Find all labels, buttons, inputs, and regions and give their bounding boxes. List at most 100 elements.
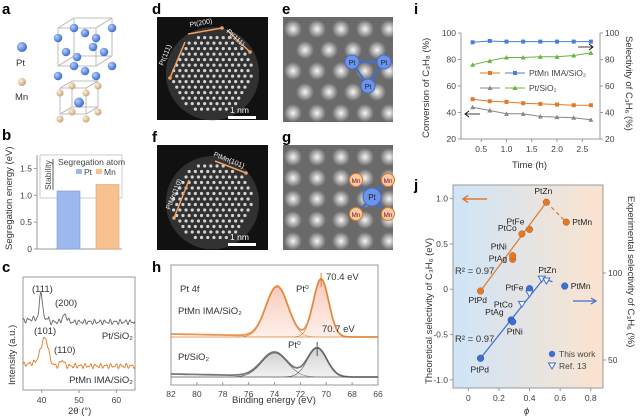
atom-column: [284, 169, 302, 187]
i-marker-square: [470, 40, 475, 45]
atom-column: [175, 85, 179, 89]
atom-column: [230, 202, 235, 207]
atom-column: [209, 230, 213, 234]
atom-column: [184, 102, 188, 106]
b-legend-swatch-pt: [76, 169, 82, 174]
j-xlabel: ϕ: [524, 406, 529, 417]
atom-column: [320, 41, 338, 59]
j-ytick-label-right: 50: [608, 355, 618, 365]
atom-column: [246, 208, 250, 212]
j-xtick-label: 0.8: [585, 393, 597, 403]
atom-column: [237, 63, 241, 67]
h-xtick-label: 80: [192, 389, 202, 399]
atom-column: [196, 58, 201, 62]
atom-column: [190, 80, 194, 84]
i-marker-square: [513, 71, 517, 75]
atom-column: [178, 208, 182, 212]
unit-cell-edge: [95, 55, 113, 67]
j-point-label: PtZn: [534, 186, 552, 196]
j-r2-label: R² = 0.97: [455, 334, 494, 345]
i-marker-triangle: [512, 85, 518, 90]
d-scale-bar-label: 1 nm: [230, 105, 249, 115]
j-r2-label: R² = 0.97: [455, 266, 494, 277]
atom-column: [203, 102, 207, 106]
j-point-label: PtPd: [469, 295, 488, 305]
atom-column: [199, 107, 204, 111]
mn-atom: [82, 115, 90, 123]
atom-column: [218, 169, 222, 174]
atom-column: [187, 52, 191, 56]
c-xtick-label: 50: [74, 395, 84, 405]
panel-label-a: a: [2, 1, 11, 18]
i-marker-triangle: [487, 85, 493, 90]
atom-column: [392, 83, 410, 101]
atom-column: [203, 47, 207, 51]
atom-column: [218, 52, 222, 56]
atom-column: [344, 41, 362, 59]
atom-column: [199, 191, 204, 196]
right-axis-arrow-icon: [578, 43, 594, 51]
h-annotation: 70.4 eV: [326, 272, 359, 283]
atom-column: [237, 180, 241, 185]
mn-atom: [94, 108, 102, 116]
j-point-label: PtPd: [471, 364, 490, 374]
atom-column: [190, 47, 194, 51]
atom-column: [215, 230, 219, 234]
atom-column: [193, 180, 197, 185]
atom-column: [308, 148, 326, 166]
b-ytick-label: 0: [27, 244, 32, 254]
h-annotation: 70.7 eV: [322, 324, 355, 335]
atom-column: [190, 175, 194, 179]
atom-column: [193, 41, 197, 45]
h-xtick-label: 66: [373, 389, 383, 399]
mn-legend-label: Mn: [15, 92, 28, 103]
i-series-line: [472, 98, 591, 106]
c-xlabel: 2θ (°): [68, 406, 91, 417]
atom-column: [221, 197, 225, 201]
atom-column: [199, 180, 204, 185]
atom-column: [380, 190, 398, 208]
d-scale-bar: [228, 116, 256, 119]
h-xtick-label: 78: [218, 389, 228, 399]
atom-column: [227, 208, 232, 212]
h-xtick-label: 82: [166, 389, 176, 399]
atom-column: [187, 224, 191, 229]
c-xtick-label: 60: [112, 395, 122, 405]
f-scale-bar-label: 1 nm: [230, 232, 249, 242]
c-peak-label: (110): [54, 345, 75, 356]
atom-column: [320, 83, 338, 101]
i-ylabel-right: Selectivity of C₃H₆ (%): [623, 36, 634, 131]
atom-column: [212, 235, 216, 240]
atom-column: [206, 235, 210, 240]
atom-column: [184, 175, 188, 179]
i-ytick-label-right: 60: [605, 81, 615, 91]
atom-column: [227, 102, 232, 106]
j-theoretical-point: [562, 218, 570, 226]
atom-column: [218, 85, 222, 89]
h-peak-label: Pt⁰: [296, 284, 309, 295]
j-point-label: PtNi: [491, 242, 507, 252]
atom-column: [209, 164, 213, 168]
atom-column: [296, 83, 314, 101]
atom-column: [224, 235, 228, 240]
atom-column: [218, 224, 222, 229]
atom-column: [215, 47, 219, 51]
i-xtick-label: 2.0: [551, 144, 563, 154]
j-legend-this-work: This work: [559, 349, 596, 359]
atom-column: [284, 62, 302, 80]
atom-column: [230, 224, 235, 229]
j-ytick-label: -0.5: [433, 330, 448, 340]
h-xtick-label: 76: [244, 389, 254, 399]
pt-atom: [74, 97, 84, 108]
pt-atom-label: Pt: [349, 60, 356, 67]
j-ytick-label-right: 100: [608, 268, 622, 278]
atom-column: [356, 232, 374, 250]
atom-column: [209, 58, 213, 62]
pt-atom-label: Pt: [368, 193, 376, 202]
atom-column: [218, 63, 222, 67]
atom-column: [206, 74, 210, 78]
i-marker-triangle: [487, 58, 493, 63]
atom-column: [206, 213, 210, 218]
j-right-axis-arrow-icon: [573, 297, 598, 305]
panel-label-d: d: [152, 1, 161, 18]
